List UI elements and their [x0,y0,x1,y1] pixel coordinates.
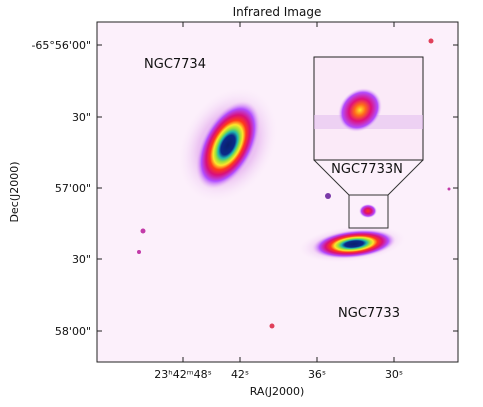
galaxy-ngc7734 [177,86,279,204]
zoom-box [348,194,389,229]
y-axis-label: Dec(J2000) [8,161,21,222]
y-tick-label: 30" [72,111,91,124]
inset [313,56,424,161]
x-tick-label: 36ˢ [308,368,326,381]
galaxy-ngc7733 [297,204,407,263]
stars [137,38,451,329]
x-tick-label: 42ˢ [231,368,249,381]
ticks: -65°56'00" 30" 57'00" 30" 58'00" 23ʰ42ᵐ48ˢ 42ˢ… [31,22,458,381]
y-tick-label: 30" [72,253,91,266]
y-tick-label: 58'00" [55,325,91,338]
zoom-line [313,159,350,196]
title: Infrared Image [233,5,322,19]
x-axis-label: RA(J2000) [250,385,305,398]
y-tick-label: 57'00" [55,182,91,195]
y-tick-label: -65°56'00" [31,39,91,52]
zoom-line [387,159,424,196]
annotation: NGC7733 [338,306,400,321]
annotation: NGC7734 [144,57,206,72]
annotation: NGC7733N [331,162,403,177]
x-tick-label: 30ˢ [385,368,403,381]
x-tick-label: 23ʰ42ᵐ48ˢ [154,368,211,381]
